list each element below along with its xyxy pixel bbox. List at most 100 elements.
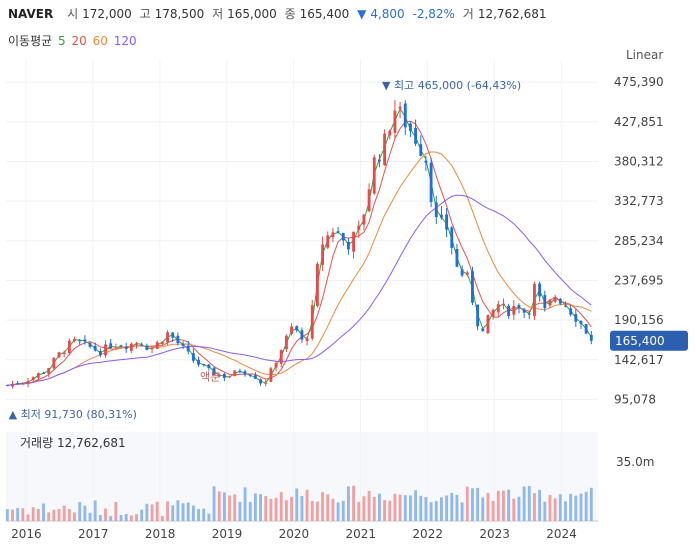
candle-body	[341, 232, 345, 241]
volume-bar	[522, 486, 526, 521]
candle-body	[155, 342, 159, 349]
candle-body	[419, 144, 423, 156]
volume-bar	[305, 489, 309, 521]
candle-body	[166, 332, 169, 343]
volume-bars	[5, 485, 593, 521]
volume-bar	[584, 491, 588, 521]
volume-bar	[264, 496, 268, 521]
candle-body	[507, 305, 511, 317]
scale-mode-toggle[interactable]: Linear	[626, 48, 664, 62]
volume-bar	[233, 494, 237, 521]
candle-body	[383, 133, 387, 166]
candle-body	[98, 351, 102, 356]
volume-bar	[403, 495, 407, 521]
candle-body	[259, 379, 262, 384]
x-axis: 2016 2017 2018 2019 2020 2021 2022 2023 2024	[11, 527, 577, 541]
volume-bar	[455, 494, 459, 521]
candle-body	[233, 370, 237, 377]
volume-bar	[269, 498, 273, 521]
candle-body	[476, 304, 480, 327]
candle-body	[496, 304, 500, 313]
candle-body	[471, 271, 474, 303]
volume-bar	[300, 496, 304, 521]
x-tick-label: 2024	[546, 527, 577, 541]
candle-body	[186, 345, 190, 352]
volume-bar	[284, 500, 288, 521]
quote-header: NAVER 시 172,000 고 178,500 저 165,000 종 165,40…	[8, 4, 551, 24]
volume-bar	[315, 501, 319, 521]
candle-body	[93, 345, 97, 351]
candle-body	[26, 381, 30, 385]
candle-body	[212, 367, 216, 376]
volume-bar	[388, 500, 392, 521]
candle-body	[176, 335, 180, 344]
candle-body	[191, 353, 195, 361]
candle-body	[553, 297, 557, 302]
candle-body	[409, 123, 412, 131]
candle-body	[124, 346, 128, 350]
candle-body	[222, 373, 226, 378]
volume-bar	[274, 497, 278, 521]
max-price-annotation: ▼ 최고 465,000 (-64,43%)	[382, 79, 521, 92]
x-tick-label: 2022	[412, 527, 443, 541]
volume-bar	[155, 501, 159, 521]
candle-body	[73, 338, 76, 341]
candle-body	[21, 382, 25, 384]
volume-bar	[52, 509, 56, 521]
volume-bar	[88, 512, 92, 521]
x-tick-label: 2021	[346, 527, 377, 541]
candle-body	[253, 375, 257, 379]
volume-bar	[186, 502, 190, 521]
volume-bar	[434, 501, 438, 521]
candle-body	[465, 272, 469, 275]
volume-bar	[222, 492, 226, 521]
volume-bar	[409, 495, 412, 521]
y-axis: 475,390 427,851 380,312 332,773 285,234 237,6…	[614, 75, 664, 406]
volume-bar	[207, 513, 211, 521]
x-tick-label: 2020	[279, 527, 310, 541]
volume-bar	[326, 494, 330, 521]
candle-body	[491, 309, 495, 317]
volume-bar	[569, 493, 573, 521]
candle-body	[481, 328, 485, 331]
volume-bar	[589, 487, 593, 521]
close-value: 165,400	[299, 7, 350, 21]
candle-body	[57, 352, 61, 358]
volume-bar	[191, 505, 195, 521]
candle-body	[429, 162, 433, 202]
volume-max-tick: 35.0m	[616, 455, 654, 469]
candle-body	[150, 347, 154, 350]
volume-bar	[62, 505, 66, 521]
volume-bar	[166, 501, 169, 521]
candle-body	[424, 160, 428, 163]
candle-body	[331, 232, 335, 238]
volume-bar	[243, 487, 247, 521]
candle-body	[460, 269, 464, 276]
candle-body	[357, 225, 361, 230]
candle-body	[527, 313, 531, 315]
max-arrow-icon: ▼	[382, 79, 391, 92]
y-tick-label: 380,312	[614, 154, 664, 168]
candle-body	[300, 330, 304, 340]
volume-bar	[564, 501, 567, 521]
ma-20-legend: 20	[71, 34, 87, 48]
y-tick-label: 95,078	[614, 392, 656, 406]
volume-bar	[393, 493, 397, 521]
volume-bar	[414, 490, 418, 521]
volume-bar	[16, 508, 20, 521]
x-tick-label: 2023	[479, 527, 510, 541]
candle-body	[181, 343, 185, 346]
candle-body	[284, 335, 288, 350]
volume-panel-label: 거래량	[20, 436, 53, 450]
volume-bar	[429, 502, 433, 521]
candle-body	[502, 303, 505, 306]
ma-5-legend: 5	[58, 34, 66, 48]
open-label: 시	[67, 7, 79, 21]
volume-label: 거	[462, 7, 474, 21]
candle-body	[533, 283, 536, 316]
ma-60-legend: 60	[92, 34, 108, 48]
volume-bar	[538, 489, 542, 521]
candle-body	[450, 227, 454, 248]
high-value: 178,500	[154, 7, 205, 21]
